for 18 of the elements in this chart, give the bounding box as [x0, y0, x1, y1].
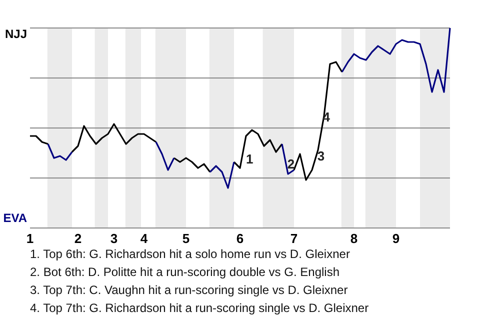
annotation: 1 [246, 151, 254, 166]
x-tick-label: 9 [392, 231, 400, 246]
text: 2. Bot 6th: D. Politte hit a run-scoring double vs G. English [30, 265, 340, 279]
x-tick-label: 6 [236, 231, 244, 246]
x-tick-label: 8 [350, 231, 358, 246]
x-tick-label: 4 [140, 231, 148, 246]
annotation: 2 [287, 156, 295, 172]
text: 3. Top 7th: C. Vaughn hit a run-scoring single vs D. Gleixner [30, 283, 348, 297]
x-tick-label: 7 [290, 231, 298, 246]
x-tick-label: 1 [26, 231, 34, 246]
annotation: 3 [317, 148, 325, 164]
text: EVA [3, 211, 28, 225]
text: 1. Top 6th: G. Richardson hit a solo home run vs D. Gleixner [30, 247, 350, 261]
x-tick-label: 2 [74, 231, 82, 246]
x-tick-label: 3 [110, 231, 118, 246]
x-tick-label: 5 [182, 231, 190, 246]
text: 4. Top 7th: G. Richardson hit a run-scoring single vs D. Gleixner [30, 301, 369, 315]
text: NJJ [4, 27, 27, 41]
